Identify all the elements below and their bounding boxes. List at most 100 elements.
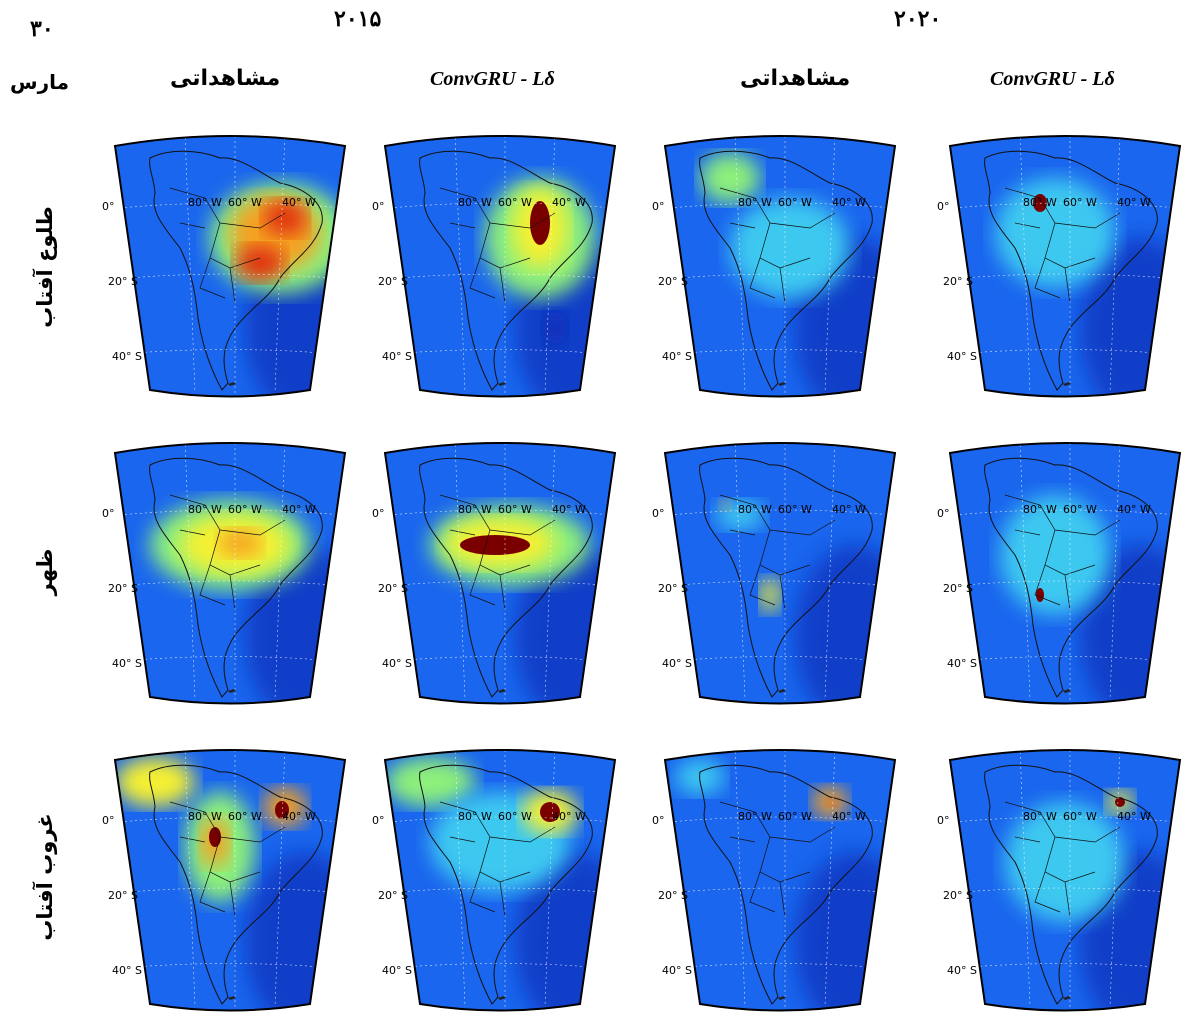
- island-mark: [1063, 382, 1071, 386]
- lon-tick-label: 80° W: [188, 810, 222, 823]
- country-borders: [169, 187, 286, 304]
- map-svg: 80° W 60° W 40° W 0° 20° S 40° S: [102, 749, 347, 1012]
- graticule-line: [1109, 750, 1121, 1008]
- map-svg: 80° W 60° W 40° W 0° 20° S 40° S: [937, 442, 1182, 705]
- lat-tick-label: 40° S: [662, 350, 692, 363]
- lat-tick-label: 0°: [937, 507, 950, 520]
- map-frame: [948, 442, 1182, 705]
- map-frame: [113, 442, 347, 705]
- col-header-observed-2015: مشاهداتی: [170, 66, 281, 91]
- map-frame: [948, 135, 1182, 398]
- lon-tick-label: 60° W: [228, 503, 262, 516]
- lon-tick-label: 80° W: [458, 810, 492, 823]
- graticule-line: [134, 963, 323, 968]
- graticule-line: [274, 443, 286, 701]
- map-svg: 80° W 60° W 40° W 0° 20° S 40° S: [937, 135, 1182, 398]
- graticule-line: [734, 136, 746, 394]
- lon-tick-label: 40° W: [552, 810, 586, 823]
- lon-tick-label: 60° W: [778, 196, 812, 209]
- intensity-blob: [826, 797, 838, 807]
- graticule-line: [184, 136, 196, 394]
- col-header-model-2020: ConvGRU - Lδ: [990, 68, 1115, 90]
- intensity-blob: [543, 310, 567, 346]
- map-svg: 80° W 60° W 40° W 0° 20° S 40° S: [372, 135, 617, 398]
- graticule-line: [389, 509, 613, 516]
- lon-tick-label: 60° W: [1063, 810, 1097, 823]
- island-mark: [778, 689, 786, 693]
- graticule-line: [824, 136, 836, 394]
- lon-tick-label: 40° W: [282, 503, 316, 516]
- graticule-line: [184, 750, 196, 1008]
- year-2020: ۲۰۲۰: [894, 6, 942, 32]
- intensity-blob: [760, 577, 780, 613]
- graticule-line: [969, 349, 1158, 354]
- intensity-blob: [700, 153, 760, 203]
- graticule-line: [184, 443, 196, 701]
- lon-tick-label: 60° W: [498, 503, 532, 516]
- country-borders: [719, 187, 836, 304]
- lat-tick-label: 40° S: [112, 964, 142, 977]
- graticule-line: [824, 750, 836, 1008]
- lat-tick-label: 0°: [652, 507, 665, 520]
- intensity-blob: [719, 499, 731, 511]
- lat-tick-label: 20° S: [108, 582, 138, 595]
- lon-tick-label: 60° W: [228, 196, 262, 209]
- map-panel-sunset-model-2020: 80° W 60° W 40° W 0° 20° S 40° S: [937, 742, 1184, 1012]
- lon-tick-label: 40° W: [552, 196, 586, 209]
- island-mark: [1063, 996, 1071, 1000]
- lon-tick-label: 80° W: [738, 196, 772, 209]
- graticule-line: [1019, 136, 1031, 394]
- country-borders: [719, 494, 836, 611]
- intensity-blob: [530, 201, 550, 245]
- intensity-blob: [263, 200, 307, 236]
- lon-tick-label: 80° W: [1023, 810, 1057, 823]
- graticule-line: [134, 656, 323, 661]
- graticule-line: [404, 349, 593, 354]
- lat-tick-label: 40° S: [947, 657, 977, 670]
- lat-tick-label: 20° S: [658, 275, 688, 288]
- map-panel-sunset-model-2015: 80° W 60° W 40° W 0° 20° S 40° S: [372, 742, 620, 1012]
- graticule-line: [454, 136, 466, 394]
- intensity-blob: [1036, 588, 1044, 602]
- lat-tick-label: 0°: [652, 200, 665, 213]
- lon-tick-label: 80° W: [738, 810, 772, 823]
- map-svg: 80° W 60° W 40° W 0° 20° S 40° S: [372, 442, 617, 705]
- lon-tick-label: 60° W: [1063, 503, 1097, 516]
- graticule-line: [274, 136, 286, 394]
- lat-tick-label: 0°: [372, 507, 385, 520]
- graticule-line: [454, 750, 466, 1008]
- year-2015: ۲۰۱۵: [334, 6, 382, 32]
- map-frame: [663, 749, 897, 1012]
- lat-tick-label: 20° S: [658, 889, 688, 902]
- graticule-line: [389, 202, 613, 209]
- lat-tick-label: 20° S: [378, 889, 408, 902]
- intensity-blob: [460, 535, 530, 555]
- graticule-line: [969, 963, 1158, 968]
- date-month: مارس: [10, 70, 70, 94]
- lat-tick-label: 0°: [372, 200, 385, 213]
- lat-tick-label: 20° S: [108, 889, 138, 902]
- graticule-line: [404, 963, 593, 968]
- col-header-observed-2020: مشاهداتی: [740, 66, 851, 91]
- intensity-blob: [209, 827, 221, 847]
- graticule-line: [969, 656, 1158, 661]
- lat-tick-label: 0°: [372, 814, 385, 827]
- row-label-sunrise: طلوع آفتاب: [33, 206, 57, 328]
- graticule-line: [954, 509, 1178, 516]
- island-mark: [778, 996, 786, 1000]
- row-label-noon: ظهر: [33, 548, 57, 596]
- island-mark: [228, 382, 236, 386]
- map-svg: 80° W 60° W 40° W 0° 20° S 40° S: [372, 749, 617, 1012]
- graticule-line: [954, 202, 1178, 209]
- map-frame: [383, 442, 617, 705]
- lat-tick-label: 0°: [937, 200, 950, 213]
- lon-tick-label: 80° W: [188, 196, 222, 209]
- map-svg: 80° W 60° W 40° W 0° 20° S 40° S: [652, 442, 897, 705]
- graticule-line: [1019, 750, 1031, 1008]
- lon-tick-label: 40° W: [832, 810, 866, 823]
- lon-tick-label: 40° W: [1117, 810, 1151, 823]
- map-frame: [383, 749, 617, 1012]
- country-borders: [719, 801, 836, 918]
- graticule-line: [544, 136, 556, 394]
- country-borders: [1004, 801, 1121, 918]
